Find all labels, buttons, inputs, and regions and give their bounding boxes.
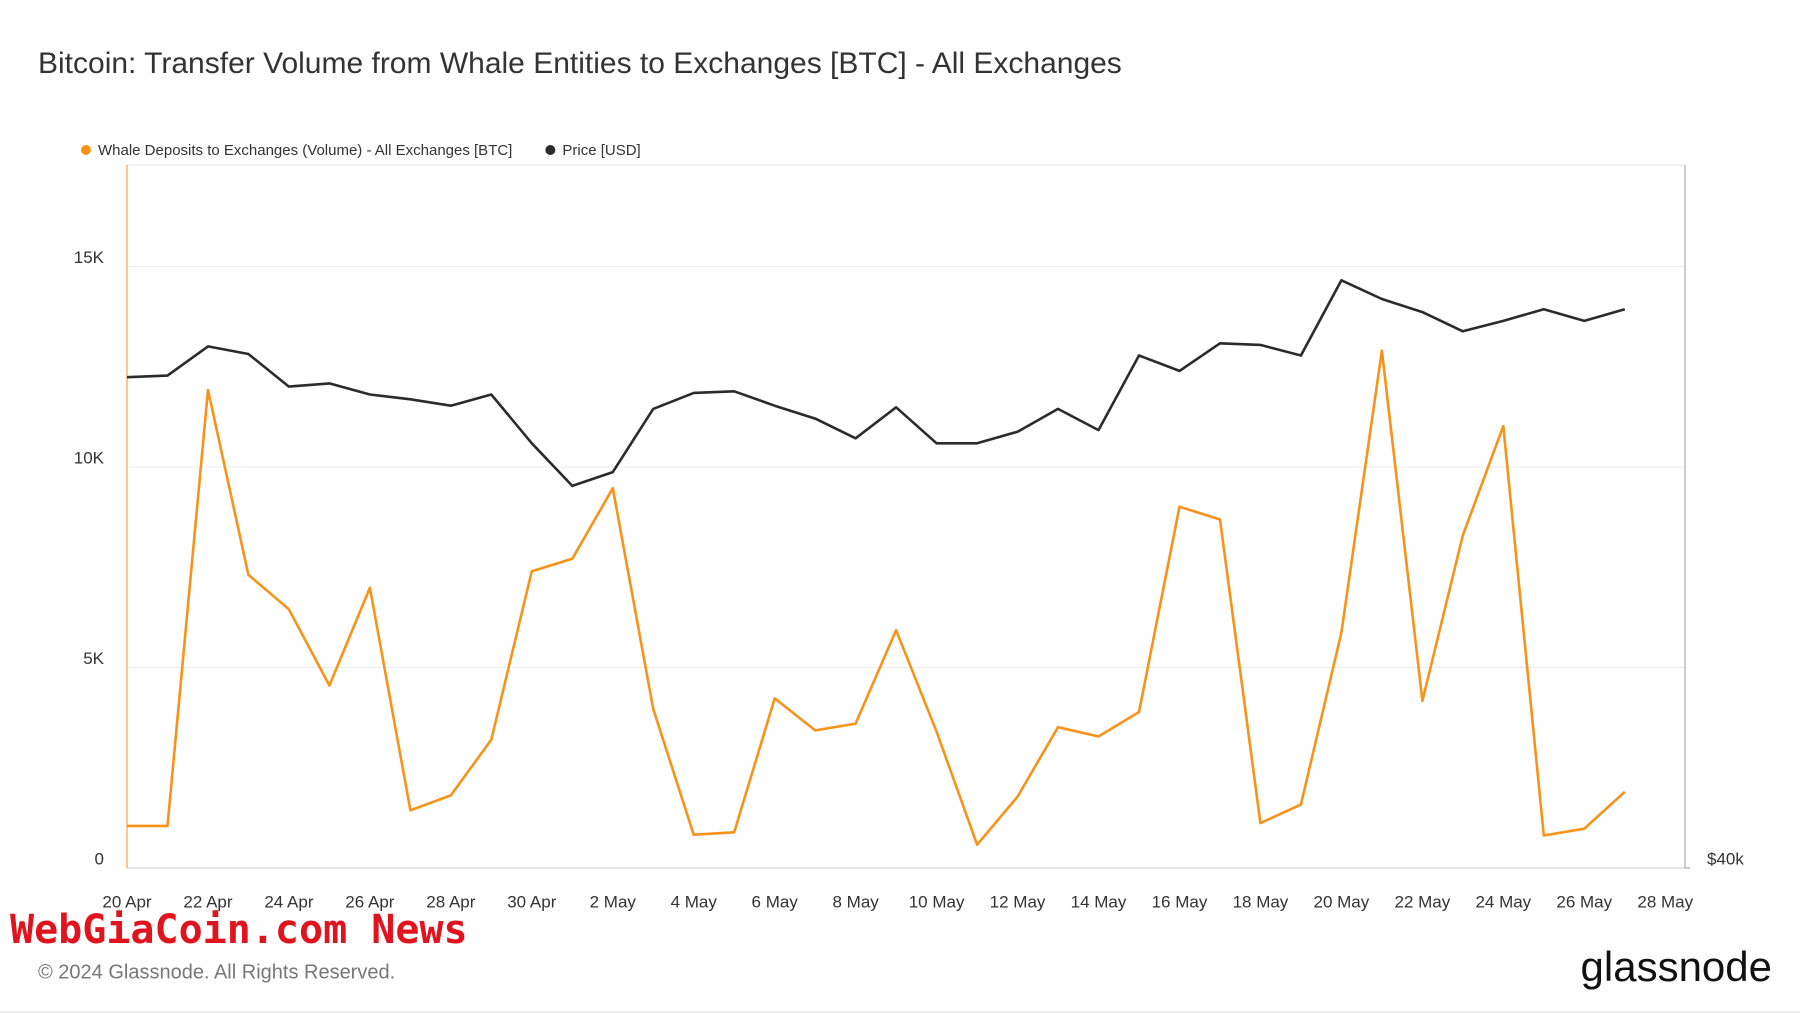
legend-label: Price [USD]: [562, 142, 640, 159]
x-tick-label: 6 May: [752, 892, 799, 911]
legend-marker: [81, 145, 91, 155]
series-line: [126, 279, 1626, 488]
y-tick-label: 15K: [74, 248, 105, 267]
x-tick-label: 28 May: [1637, 892, 1693, 911]
x-tick-label: 26 May: [1556, 892, 1612, 911]
watermark: WebGiaCoin.com News: [10, 907, 468, 953]
x-tick-label: 22 Apr: [183, 892, 232, 911]
x-tick-label: 24 May: [1475, 892, 1531, 911]
x-tick-label: 20 May: [1314, 892, 1370, 911]
y2-tick-label: $40k: [1707, 849, 1744, 868]
y-tick-label: 10K: [74, 448, 105, 467]
x-tick-label: 28 Apr: [426, 892, 475, 911]
x-tick-label: 24 Apr: [264, 892, 313, 911]
logo: glassnode: [1581, 943, 1772, 990]
y-tick-label: 0: [95, 849, 104, 868]
x-tick-label: 22 May: [1394, 892, 1450, 911]
x-tick-label: 20 Apr: [102, 892, 151, 911]
x-tick-label: 10 May: [909, 892, 965, 911]
x-tick-label: 18 May: [1233, 892, 1289, 911]
plot-frame: [126, 164, 1686, 869]
series-line: [127, 349, 1626, 846]
copyright: © 2024 Glassnode. All Rights Reserved.: [38, 961, 395, 983]
y-tick-label: 5K: [83, 649, 104, 668]
chart-title: Bitcoin: Transfer Volume from Whale Enti…: [38, 47, 1122, 80]
x-tick-label: 4 May: [671, 892, 718, 911]
x-tick-label: 26 Apr: [345, 892, 394, 911]
x-tick-label: 12 May: [990, 892, 1046, 911]
x-tick-label: 30 Apr: [507, 892, 556, 911]
x-tick-label: 8 May: [832, 892, 879, 911]
x-tick-label: 14 May: [1071, 892, 1127, 911]
x-tick-label: 16 May: [1152, 892, 1208, 911]
x-tick-label: 2 May: [590, 892, 637, 911]
legend-label: Whale Deposits to Exchanges (Volume) - A…: [98, 142, 512, 159]
legend-marker: [545, 145, 556, 155]
